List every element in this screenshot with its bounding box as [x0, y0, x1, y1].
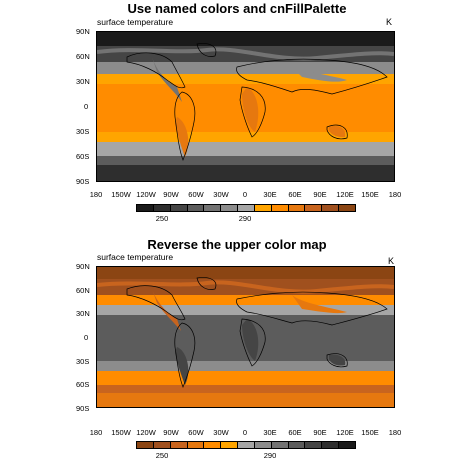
lat-label-90n: 90N	[76, 262, 90, 271]
lat-label-60s: 60S	[76, 380, 90, 389]
panel-bottom: Reverse the upper color map surface temp…	[0, 237, 474, 474]
lat-label-90s: 90S	[76, 404, 90, 413]
lon-label: 30W	[213, 428, 229, 437]
panel-title: Use named colors and cnFillPalette	[127, 1, 347, 16]
lat-label-60n: 60N	[76, 286, 90, 295]
colorbar-swatch	[288, 442, 306, 448]
map-fill	[97, 267, 394, 407]
colorbar-swatch	[170, 442, 188, 448]
lat-label-30s: 30S	[76, 357, 90, 366]
colorbar-swatch	[339, 205, 355, 211]
lon-label: 0	[242, 428, 248, 437]
lat-label-0: 0	[84, 102, 89, 111]
subtitle: surface temperature	[97, 252, 174, 262]
lon-label: 150W	[111, 190, 131, 199]
panel-top: Use named colors and cnFillPalette surfa…	[76, 1, 402, 223]
lon-label: 60W	[188, 428, 204, 437]
colorbar-swatch	[204, 442, 222, 448]
colorbar-swatch	[204, 205, 222, 211]
lon-label: 90E	[313, 190, 327, 199]
colorbar-swatch	[238, 442, 255, 448]
lon-label: 120E	[336, 428, 354, 437]
colorbar-label: 250	[155, 451, 169, 460]
subtitle: surface temperature	[97, 17, 174, 27]
colorbar-swatch	[254, 442, 272, 448]
colorbar-label: 250	[155, 214, 169, 223]
colorbar-swatch	[322, 442, 340, 448]
lon-label: 0	[242, 190, 248, 199]
lon-label: 90W	[163, 190, 179, 199]
colorbar-swatch	[153, 205, 171, 211]
lon-label: 90E	[313, 428, 327, 437]
colorbar-swatch	[221, 205, 239, 211]
lon-label: 150E	[361, 428, 379, 437]
lon-label: 120W	[136, 190, 156, 199]
colorbar-label: 290	[263, 451, 277, 460]
colorbar-swatch	[322, 205, 340, 211]
units-label: K	[386, 17, 393, 27]
lat-label-30n: 30N	[76, 309, 90, 318]
contour-map	[96, 31, 395, 182]
colorbar-swatch	[170, 205, 188, 211]
lon-label: 180	[388, 190, 402, 199]
lon-label: 30E	[263, 190, 277, 199]
colorbar-swatch	[339, 442, 355, 448]
colorbar-swatch	[187, 205, 205, 211]
colorbar-swatch	[305, 205, 323, 211]
colorbar-swatch	[137, 205, 154, 211]
contour-map	[96, 266, 395, 408]
lon-label: 180	[388, 428, 402, 437]
colorbar-label: 290	[238, 214, 252, 223]
colorbar-swatch	[271, 205, 289, 211]
colorbar-swatch	[288, 205, 306, 211]
lon-label: 150E	[361, 190, 379, 199]
lon-label: 60E	[288, 428, 302, 437]
lon-label: 30W	[213, 190, 229, 199]
lat-label-60s: 60S	[76, 152, 90, 161]
lon-label: 120W	[136, 428, 156, 437]
colorbar	[136, 441, 356, 449]
lat-label-30s: 30S	[76, 127, 90, 136]
lon-label: 30E	[263, 428, 277, 437]
lon-label: 60W	[188, 190, 204, 199]
lat-label-30n: 30N	[76, 77, 90, 86]
lat-label-0: 0	[84, 333, 89, 342]
lat-label-90n: 90N	[76, 27, 90, 36]
lon-label: 180	[89, 428, 103, 437]
colorbar	[136, 204, 356, 212]
lon-label: 90W	[163, 428, 179, 437]
colorbar-swatch	[221, 442, 239, 448]
colorbar-swatch	[137, 442, 154, 448]
colorbar-swatch	[187, 442, 205, 448]
lat-label-60n: 60N	[76, 52, 90, 61]
panel-title: Reverse the upper color map	[147, 237, 327, 252]
lon-label: 150W	[111, 428, 131, 437]
colorbar-swatch	[153, 442, 171, 448]
colorbar-swatch	[254, 205, 272, 211]
lon-label: 60E	[288, 190, 302, 199]
colorbar-swatch	[305, 442, 323, 448]
colorbar-swatch	[238, 205, 255, 211]
lat-label-90s: 90S	[76, 177, 90, 186]
map-fill	[97, 32, 394, 181]
colorbar-swatch	[271, 442, 289, 448]
lon-label: 180	[89, 190, 103, 199]
lon-label: 120E	[336, 190, 354, 199]
units-label: K	[388, 256, 395, 266]
